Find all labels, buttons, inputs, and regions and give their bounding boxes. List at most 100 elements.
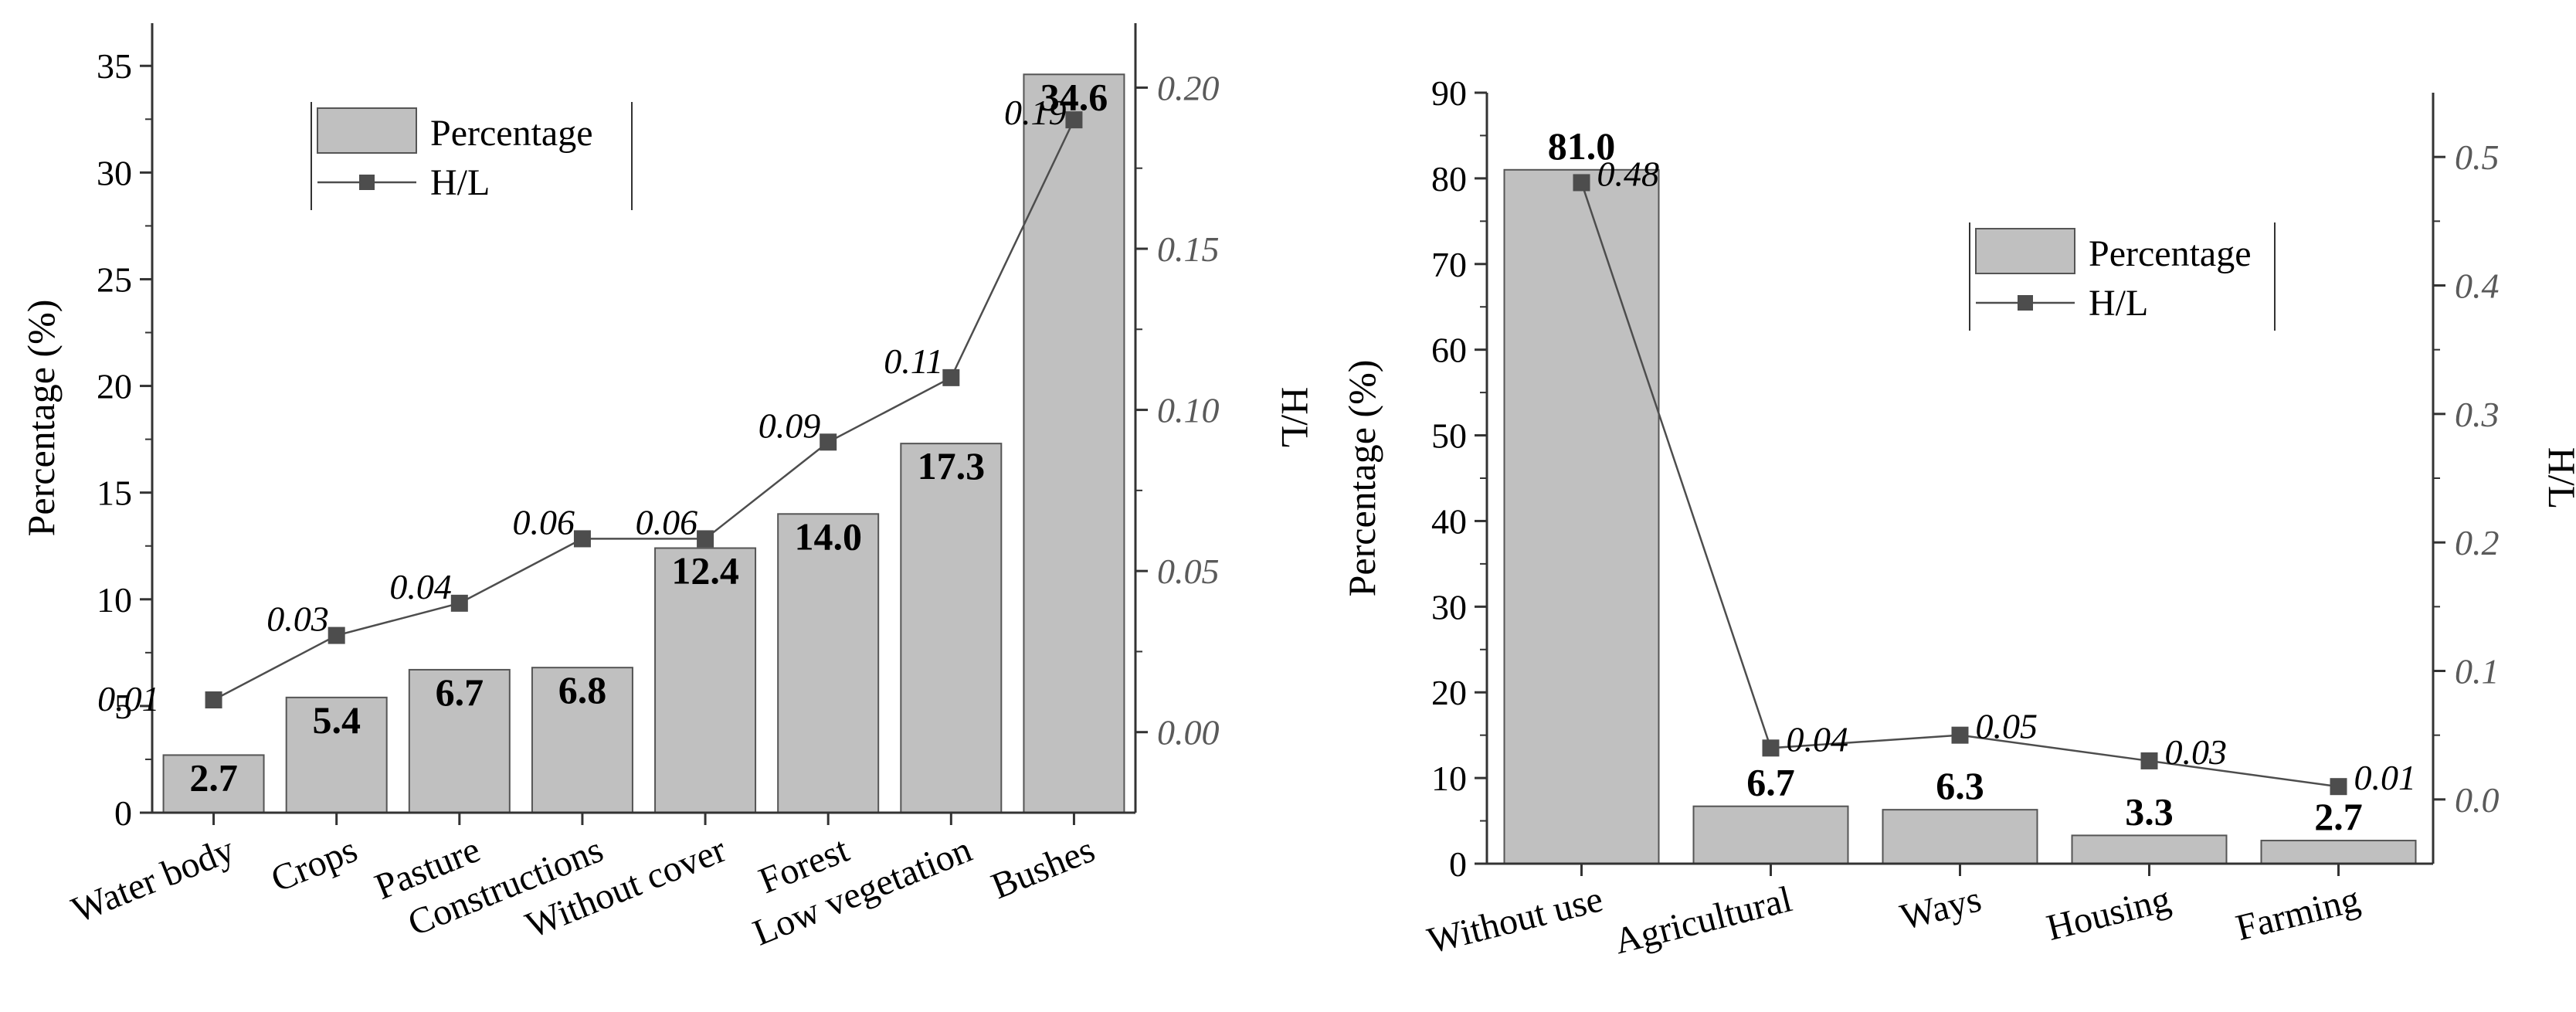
hl-value-label: 0.06 [636,502,698,542]
bar-value-label: 14.0 [794,514,862,558]
bar-water-body [162,754,265,814]
right-tick-label: 0.5 [2455,138,2500,177]
left-tick-label: 15 [97,474,132,513]
category-label: Crops [266,829,363,900]
right-tick-label: 0.05 [1157,552,1220,591]
left-tick-label: 90 [1431,73,1467,113]
y2-axis-title: H/L [2540,447,2576,510]
legend-swatch-bar [1975,228,2075,274]
chart-1: 0 5 10 15 20 25 30 35 0.00 0.05 0.10 0.15 0.20 Water … [19,23,1317,954]
hl-marker [1762,739,1780,757]
bar-low-vegetation [900,443,1003,813]
category-label: Housing [2042,878,2174,949]
hl-marker [2330,778,2347,796]
bar-value-label: 2.7 [189,756,238,799]
left-tick-label: 0 [114,793,132,833]
bar-value-label: 3.3 [2125,790,2174,833]
right-tick-label: 0.10 [1157,391,1220,430]
left-tick-label: 10 [1431,759,1467,798]
left-tick-label: 70 [1431,245,1467,284]
bar-value-label: 5.4 [312,698,361,742]
hl-marker [573,530,591,548]
hl-value-label: 0.09 [759,406,821,445]
category-label: Ways [1896,878,1985,938]
left-tick-label: 30 [97,153,132,192]
bar-value-label: 6.7 [1746,761,1795,804]
hl-value-label: 0.04 [389,567,452,606]
left-tick-label: 5 [114,687,132,726]
hl-value-label: 0.06 [512,502,575,542]
hl-marker [942,368,960,386]
legend: Percentage H/L [1969,222,2276,331]
hl-line [212,119,1075,701]
bar-without-cover [654,547,757,813]
hl-marker [2140,752,2158,769]
hl-value-label: 0.48 [1597,154,1660,193]
hl-marker [820,433,837,451]
left-tick-label: 30 [1431,587,1467,627]
hl-marker [450,594,468,612]
legend-swatch-marker [359,175,375,190]
y-axis-title: Percentage (%) [1340,360,1383,597]
category-label: Bushes [986,829,1100,907]
legend: Percentage H/L [311,102,633,210]
category-label: Farming [2232,878,2364,949]
left-tick-label: 0 [1449,844,1467,884]
bar-constructions [531,667,633,813]
right-tick-label: 0.2 [2455,523,2500,562]
bar-crops [285,696,388,814]
hl-marker [697,530,714,548]
legend-swatch-bar [317,107,417,154]
bar-value-label: 81.0 [1548,124,1616,168]
hl-marker [1065,111,1083,129]
hl-value-label: 0.11 [884,341,943,381]
bar-without-use [1503,168,1660,865]
right-tick-label: 0.1 [2455,652,2500,691]
legend-label: H/L [2089,283,2148,324]
hl-marker [328,627,345,644]
bar-value-label: 2.7 [2314,795,2363,838]
category-label: Water body [66,829,240,931]
left-tick-label: 60 [1431,331,1467,370]
right-tick-label: 0.0 [2455,780,2500,820]
bar-value-label: 6.8 [558,668,607,711]
bar-pasture [408,668,511,813]
right-tick-label: 0.00 [1157,713,1220,752]
left-tick-label: 35 [97,46,132,86]
legend-label: H/L [430,162,490,203]
bar-farming [2260,840,2417,865]
bar-value-label: 17.3 [918,444,986,487]
legend-label: Percentage [2089,233,2252,274]
left-tick-label: 40 [1431,501,1467,541]
left-tick-label: 25 [97,260,132,299]
bar-value-label: 6.7 [436,671,484,714]
bar-forest [777,513,880,813]
y2-axis-title: H/L [1274,387,1317,450]
bar-bushes [1023,73,1125,814]
legend-label: Percentage [430,113,593,154]
right-tick-label: 0.20 [1157,68,1220,107]
left-tick-label: 20 [97,367,132,406]
right-tick-label: 0.15 [1157,229,1220,269]
left-tick-label: 80 [1431,159,1467,199]
hl-value-label: 0.05 [1976,707,2038,746]
y-axis-title: Percentage (%) [19,300,63,537]
hl-value-label: 0.03 [266,599,329,639]
bar-ways [1882,809,2038,865]
bar-agricultural [1692,805,1849,865]
bar-value-label: 34.6 [1040,75,1108,118]
right-tick-label: 0.4 [2455,267,2500,306]
category-label: Agricultural [1610,878,1796,962]
right-tick-label: 0.3 [2455,395,2500,434]
left-tick-label: 20 [1431,673,1467,712]
left-tick-label: 10 [97,580,132,620]
bar-value-label: 12.4 [671,548,739,592]
legend-swatch-marker [2018,295,2033,311]
category-label: Without use [1424,878,1607,961]
chart-2: 0 10 20 30 40 50 60 70 80 90 0.0 0.1 0.2 0.3 0.4 0.5 Wit… [1340,73,2576,962]
hl-value-label: 0.03 [2165,732,2228,772]
hl-value-label: 0.01 [2354,758,2417,797]
hl-value-label: 0.04 [1787,719,1849,759]
bar-housing [2071,834,2228,864]
